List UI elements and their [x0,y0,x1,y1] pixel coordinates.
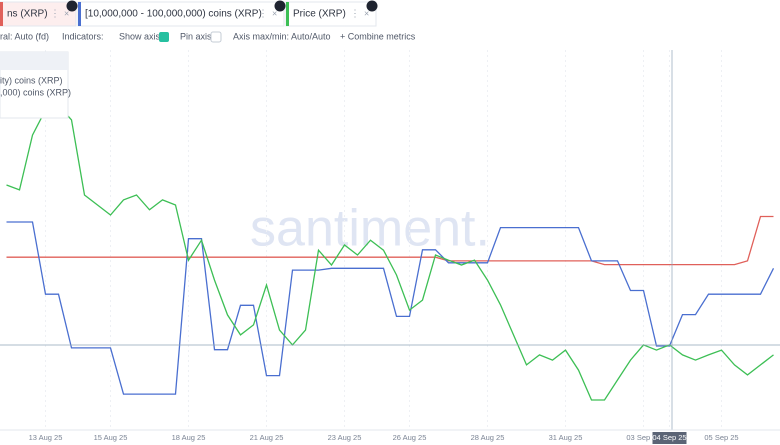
x-tick-label: 04 Sep 25 [652,433,686,442]
series-line [6,215,774,266]
toolbar-item[interactable]: Indicators: [62,31,104,41]
x-tick-label: 26 Aug 25 [393,433,427,442]
plot [6,104,775,401]
tab-color [0,2,3,26]
legend-header [0,52,68,70]
x-tick-label: 31 Aug 25 [549,433,583,442]
series-line [6,104,774,401]
checkbox-checked[interactable] [159,32,169,42]
tab-close[interactable]: × [272,8,277,18]
legend-text: ,000) coins (XRP) [0,87,71,97]
tabs: ns (XRP) ⋮ × [10,000,000 - 100,000,000) coi… [0,0,378,27]
tab[interactable] [77,1,285,27]
x-tick-label: 23 Aug 25 [328,433,362,442]
series-line [6,221,775,395]
tab-menu: ⋮ [258,9,268,20]
tab-remove[interactable] [366,0,378,12]
tab-label: Price (XRP) [293,9,346,20]
x-tick-label: 21 Aug 25 [250,433,284,442]
x-tick-highlight [652,432,687,444]
toolbar-item[interactable]: Axis max/min: Auto/Auto [233,31,331,41]
watermark: santiment. [250,200,490,258]
x-tick-label: 05 Sep 25 [704,433,738,442]
x-axis: 13 Aug 25 15 Aug 25 18 Aug 25 21 Aug 25 23 A… [0,429,780,444]
tab-menu: ⋮ [50,9,60,20]
tab[interactable] [0,1,77,27]
x-tick-label: 28 Aug 25 [471,433,505,442]
legend-text: ity) coins (XRP) [0,75,63,85]
x-tick-label: 15 Aug 25 [94,433,128,442]
legend-box: ity) coins (XRP) ,000) coins (XRP) [0,51,71,119]
toolbar-item[interactable]: Show axis [119,31,161,41]
tab-close[interactable]: × [64,8,69,18]
tab-label: [10,000,000 - 100,000,000) coins (XRP) [85,9,262,20]
tab-remove[interactable] [274,0,286,12]
toolbar: ral: Auto (fd) Indicators: Show axis Pin ax… [0,31,416,43]
tab-close[interactable]: × [364,8,369,18]
toolbar-item[interactable]: ral: Auto (fd) [0,31,49,41]
tab-color [286,2,289,26]
toolbar-item[interactable]: Pin axis [180,31,212,41]
toolbar-item[interactable]: + Combine metrics [340,31,416,41]
tab[interactable] [285,1,377,27]
x-tick-label: 13 Aug 25 [29,433,63,442]
tab-menu: ⋮ [350,9,360,20]
x-tick-label: 03 Sep 25 [626,433,660,442]
checkbox[interactable] [210,31,222,43]
tab-remove[interactable] [66,0,78,12]
x-tick-label: 18 Aug 25 [172,433,206,442]
tab-color [78,2,81,26]
tab-label: ns (XRP) [7,9,48,20]
